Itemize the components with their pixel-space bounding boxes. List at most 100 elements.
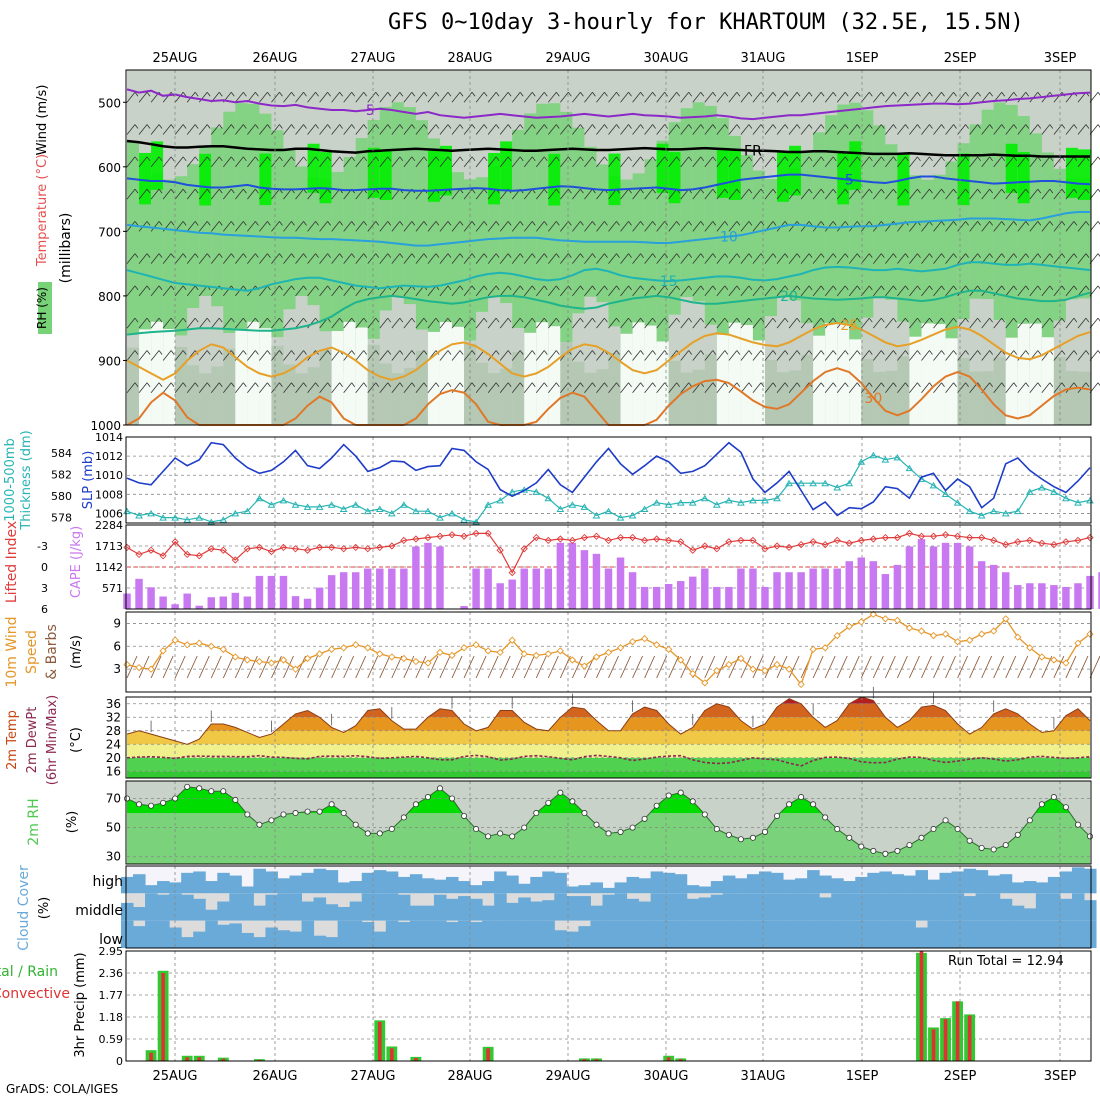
wind-barb [1077, 188, 1087, 200]
wind-barb-flag [327, 188, 331, 194]
wind-barb-flag [688, 382, 693, 387]
wind-barb [608, 156, 617, 168]
lifted-index-marker [917, 532, 926, 540]
cloud-cell [482, 920, 495, 948]
wind-barb-flag [748, 285, 753, 291]
rh-marker [725, 831, 732, 838]
wind-barb [1077, 350, 1087, 361]
wind-barb-flag [459, 124, 464, 129]
wind-barb-flag [351, 350, 355, 355]
wind-barb-flag [832, 350, 837, 355]
rh-band-low [572, 361, 586, 425]
rh-band-low [644, 325, 658, 425]
precip-conv-bar [185, 1057, 189, 1061]
wind-barb-flag [917, 382, 921, 387]
wind-barb [343, 124, 352, 135]
wind-barb [764, 124, 774, 135]
cape-bar [532, 568, 541, 609]
wind-barb [331, 317, 340, 329]
wind-barb [487, 221, 497, 232]
wind-barb [307, 382, 316, 393]
wind-barb-flag [1025, 317, 1030, 323]
cloud-cell [963, 896, 977, 921]
rh-band-low [379, 363, 393, 425]
wind-barb-flag [953, 253, 957, 258]
slp-tick: 1012 [95, 450, 123, 463]
wind-barb-flag [929, 253, 933, 258]
wind-barb [957, 156, 966, 168]
wind-barb [584, 350, 593, 361]
cape-bar [604, 568, 613, 609]
wind-barb-flag [495, 285, 500, 291]
wind-speed-marker [737, 654, 745, 663]
cloud-cell [819, 920, 832, 948]
wind-barb [560, 285, 569, 297]
wind-barb-flag [628, 221, 632, 226]
wind-barb-flag [230, 124, 235, 129]
wind-barb [138, 253, 148, 264]
lifted-index-marker [905, 529, 914, 538]
wind-barb [596, 317, 605, 329]
wind-speed-marker [484, 647, 492, 655]
wind-barb [728, 124, 738, 135]
wind-barb-flag [953, 317, 957, 323]
wind10m-barb [559, 655, 571, 679]
wind-barb [379, 156, 389, 168]
wind-barb [644, 285, 653, 297]
wind-barb [1053, 253, 1063, 264]
rh-band-low [500, 368, 513, 425]
rh-band-dark [548, 153, 561, 206]
wind-barb [993, 221, 1003, 232]
wind-barb-flag [1025, 188, 1030, 194]
thickness-marker [977, 512, 986, 519]
wind-barb [198, 285, 208, 297]
wind-barb-flag [965, 92, 969, 97]
wind-speed-marker [1050, 656, 1058, 664]
lifted-index-marker [532, 533, 540, 542]
wind-barb-flag [146, 92, 151, 97]
wind-barb-flag [158, 221, 163, 226]
wind-barb [668, 156, 677, 168]
slp-tick: 1010 [95, 469, 123, 482]
wind-speed-marker [701, 679, 709, 687]
wind-barb [836, 285, 846, 297]
pressure-tick: 1000 [90, 419, 121, 433]
wind-barb [379, 350, 389, 361]
rh-band-mid [512, 129, 525, 328]
wind-barb [283, 350, 292, 361]
cape-bar [327, 575, 336, 609]
wind-barb [1005, 188, 1015, 200]
lifted-index-marker [352, 543, 360, 552]
wind-barb-flag [158, 188, 163, 194]
wind-barb-flag [1001, 253, 1006, 258]
wind-speed-marker [207, 642, 215, 650]
li-tick: 6 [41, 603, 48, 616]
thickness-marker [255, 494, 264, 502]
wind-speed-marker [917, 627, 926, 635]
wind-barb-flag [363, 350, 368, 355]
contour-label: 15 [660, 274, 678, 290]
wind-barb-flag [291, 382, 295, 387]
wind-barb-flag [941, 188, 945, 194]
wind-barb [295, 285, 304, 297]
rh-band-dark [500, 141, 513, 190]
wind-barb [186, 124, 196, 135]
lifted-index-marker [412, 535, 420, 543]
wind-barb-flag [423, 253, 428, 258]
wind-barb-flag [182, 124, 187, 129]
wind-barb [319, 221, 328, 232]
wind-barb-flag [772, 253, 777, 258]
wind-barb [728, 285, 738, 297]
wind-barb [897, 253, 906, 264]
rh-band-low [813, 335, 826, 425]
wind10m-barb [824, 655, 836, 679]
wind10m-label-3: & Barbs [44, 624, 60, 680]
wind-barb-flag [146, 317, 151, 323]
lifted-index-marker [135, 550, 143, 559]
wind-barb [921, 221, 930, 232]
wind-barb-flag [977, 188, 981, 194]
wind-barb [367, 382, 377, 393]
wind-barb [584, 92, 593, 103]
wind-barb [259, 221, 268, 232]
temp-fill-group [127, 697, 1090, 778]
